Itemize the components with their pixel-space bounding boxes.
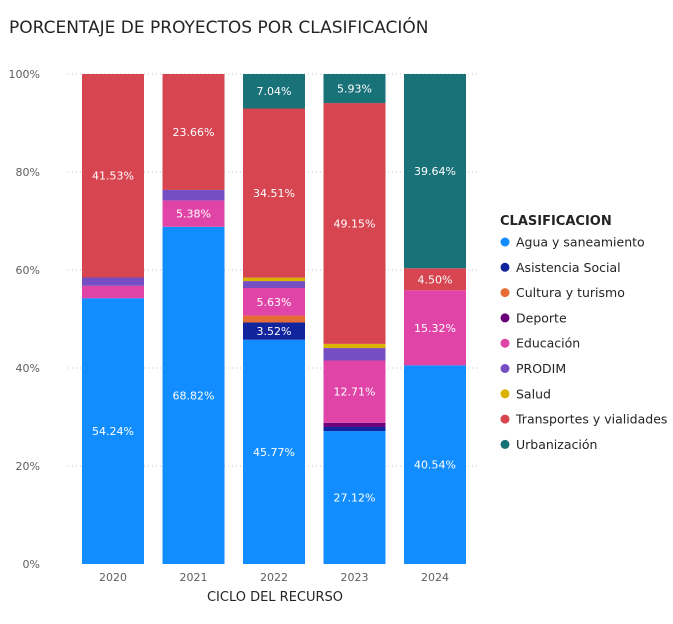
bar-segment[interactable] (243, 74, 305, 109)
data-labels: 54.24% 41.53% 68.82% 5.38% 23.66% 45.77% 3.52%… (92, 83, 456, 505)
chart-title: PORCENTAJE DE PROYECTOS POR CLASIFICACIÓ… (9, 18, 429, 38)
bar-segment[interactable] (243, 277, 305, 282)
bar-segment[interactable] (162, 189, 225, 201)
legend-item[interactable]: Asistencia Social (500, 260, 621, 275)
data-label: 34.51% (253, 187, 295, 200)
x-tick-label: 2020 (99, 571, 127, 584)
bar-segment[interactable] (404, 290, 466, 366)
bar-segment[interactable] (82, 277, 144, 286)
y-tick-label: 100% (9, 68, 40, 81)
bar-segment[interactable] (243, 315, 305, 323)
legend-item[interactable]: Educación (500, 336, 581, 351)
legend-marker (500, 364, 510, 373)
bar-segment[interactable] (323, 431, 386, 564)
legend-marker (500, 439, 510, 449)
data-label: 5.63% (257, 296, 292, 309)
legend-item[interactable]: Agua y saneamiento (500, 235, 645, 250)
data-label: 3.52% (257, 325, 292, 338)
bar-segment[interactable] (243, 339, 305, 564)
data-label: 4.50% (418, 273, 453, 286)
legend-title: CLASIFICACION (500, 214, 612, 229)
bar-segment[interactable] (162, 74, 225, 190)
legend-marker (500, 262, 510, 272)
legend-label: Cultura y turismo (516, 285, 625, 300)
x-tick-label: 2023 (341, 571, 369, 584)
data-label: 40.54% (414, 459, 456, 472)
legend-item[interactable]: PRODIM (500, 361, 567, 376)
bar-segment[interactable] (82, 74, 144, 278)
bars (82, 74, 466, 565)
bar-segment[interactable] (82, 298, 144, 564)
legend-label: Transportes y vialidades (515, 412, 667, 427)
y-tick-label: 20% (16, 460, 40, 473)
bar-segment[interactable] (323, 348, 386, 361)
legend-marker (500, 313, 510, 323)
bar-segment[interactable] (323, 426, 386, 432)
data-label: 15.32% (414, 322, 456, 335)
data-label: 5.38% (176, 208, 211, 221)
legend-item[interactable]: Transportes y vialidades (500, 412, 668, 427)
legend-marker (500, 338, 510, 348)
data-label: 45.77% (253, 446, 295, 459)
x-tick-label: 2024 (421, 571, 449, 584)
legend-label: PRODIM (516, 361, 566, 376)
bar-segment[interactable] (243, 287, 305, 316)
legend: CLASIFICACION Agua y saneamiento Asistenc… (500, 214, 667, 452)
bar-segment[interactable] (82, 285, 144, 299)
legend-label: Agua y saneamiento (516, 235, 645, 250)
legend-marker (500, 414, 510, 424)
y-axis-ticks: 0% 20% 40% 60% 80% 100% (9, 68, 40, 571)
y-tick-label: 60% (16, 264, 40, 277)
data-label: 41.53% (92, 170, 134, 183)
data-label: 12.71% (334, 386, 376, 399)
legend-label: Urbanización (516, 437, 597, 452)
data-label: 68.82% (173, 389, 215, 402)
legend-label: Asistencia Social (516, 260, 621, 275)
legend-item[interactable]: Urbanización (500, 437, 598, 452)
y-tick-label: 40% (16, 362, 40, 375)
legend-label: Salud (516, 386, 551, 401)
data-label: 7.04% (257, 85, 292, 98)
bar-segment[interactable] (323, 360, 386, 423)
bar-segment[interactable] (162, 226, 225, 565)
bar-segment[interactable] (243, 108, 305, 278)
bar-segment[interactable] (404, 268, 466, 291)
data-label: 27.12% (334, 492, 376, 505)
data-label: 5.93% (337, 83, 372, 96)
data-label: 49.15% (334, 217, 376, 230)
bar-segment[interactable] (323, 422, 386, 427)
x-axis-ticks: 2020 2021 2022 2023 2024 (99, 571, 449, 584)
x-tick-label: 2022 (260, 571, 288, 584)
bar-segment[interactable] (404, 365, 466, 564)
data-label: 39.64% (414, 165, 456, 178)
data-label: 54.24% (92, 425, 134, 438)
bar-segment[interactable] (323, 343, 386, 349)
legend-marker (500, 389, 510, 399)
legend-marker (500, 288, 510, 298)
legend-marker (500, 237, 510, 247)
bar-segment[interactable] (243, 281, 305, 288)
legend-label: Educación (516, 336, 580, 351)
legend-label: Deporte (516, 310, 567, 325)
bar-segment[interactable] (323, 103, 386, 344)
legend-item[interactable]: Salud (500, 386, 551, 401)
x-axis-title: CICLO DEL RECURSO (207, 590, 343, 605)
bar-segment[interactable] (243, 322, 305, 340)
y-tick-label: 80% (16, 166, 40, 179)
data-label: 23.66% (173, 126, 215, 139)
bar-segment[interactable] (404, 74, 466, 269)
bar-segment[interactable] (162, 200, 225, 227)
legend-item[interactable]: Deporte (500, 310, 567, 325)
legend-item[interactable]: Cultura y turismo (500, 285, 625, 300)
y-tick-label: 0% (23, 558, 40, 571)
x-tick-label: 2021 (180, 571, 208, 584)
bar-segment[interactable] (323, 74, 386, 104)
